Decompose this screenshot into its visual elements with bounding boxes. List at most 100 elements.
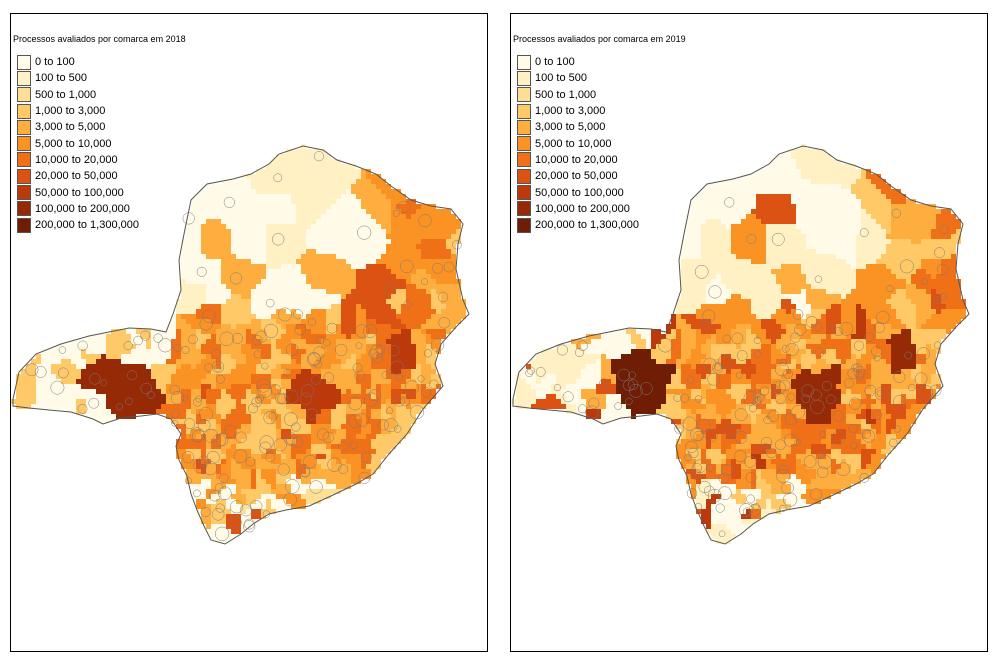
comarca-boundary: [229, 516, 242, 529]
comarca-boundary: [876, 389, 884, 397]
comarca-region: [826, 304, 841, 334]
comarca-boundary: [873, 354, 881, 362]
comarca-boundary: [735, 371, 743, 379]
comarca-region: [806, 369, 821, 384]
comarca-boundary: [239, 504, 253, 517]
comarca-boundary: [306, 408, 318, 420]
comarca-boundary: [852, 363, 863, 373]
legend-swatch: [17, 87, 31, 103]
legend-label: 0 to 100: [535, 56, 575, 69]
legend-item: 10,000 to 20,000: [17, 152, 139, 168]
state-outline: [12, 145, 470, 545]
comarca-region: [221, 254, 266, 299]
comarca-region: [656, 404, 686, 419]
comarca-region: [256, 394, 271, 404]
comarca-region: [881, 364, 891, 379]
legend-item: 200,000 to 1,300,000: [17, 217, 139, 233]
comarca-boundary: [724, 425, 737, 438]
comarca-region: [341, 354, 356, 369]
comarca-boundary: [204, 363, 213, 372]
comarca-region: [696, 479, 711, 494]
choropleth-map-2019: [511, 144, 970, 545]
comarca-boundary: [400, 396, 410, 407]
comarca-boundary: [775, 439, 786, 451]
comarca-region: [921, 309, 966, 334]
comarca-region: [376, 339, 386, 349]
comarca-region: [696, 459, 706, 474]
comarca-boundary: [181, 345, 190, 354]
comarca-region: [241, 454, 256, 469]
comarca-region: [306, 479, 336, 489]
comarca-boundary: [748, 404, 758, 413]
comarca-region: [741, 344, 751, 359]
comarca-boundary: [125, 397, 133, 405]
comarca-region: [771, 264, 806, 294]
comarca-boundary: [832, 410, 844, 422]
comarca-region: [286, 419, 311, 434]
comarca-region: [201, 384, 211, 399]
comarca-region: [116, 379, 131, 394]
comarca-region: [271, 264, 306, 294]
comarca-boundary: [588, 397, 600, 409]
comarca-boundary: [933, 341, 941, 349]
comarca-region: [786, 364, 801, 374]
comarca-region: [271, 384, 281, 399]
comarca-region: [821, 429, 836, 449]
comarca-region: [791, 309, 801, 324]
comarca-boundary: [553, 384, 561, 392]
comarca-boundary: [293, 309, 303, 320]
legend-item: 1,000 to 3,000: [517, 103, 639, 119]
comarca-region: [771, 344, 786, 364]
comarca-region: [701, 504, 711, 529]
comarca-region: [321, 429, 336, 449]
comarca-boundary: [311, 375, 321, 385]
comarca-boundary: [316, 428, 329, 441]
comarca-boundary: [417, 375, 425, 383]
legend-item: 3,000 to 5,000: [517, 119, 639, 135]
comarca-region: [281, 379, 291, 389]
comarca-region: [371, 319, 401, 339]
comarca-region: [301, 469, 316, 484]
comarca-boundary: [116, 403, 123, 411]
comarca-region: [771, 364, 786, 379]
comarca-region: [801, 309, 826, 329]
comarca-region: [551, 359, 581, 384]
comarca-region: [531, 394, 566, 409]
comarca-region: [106, 329, 136, 359]
comarca-region: [751, 399, 766, 409]
legend-item: 0 to 100: [17, 54, 139, 70]
comarca-region: [261, 444, 271, 449]
comarca-boundary: [193, 459, 207, 473]
comarca-boundary: [628, 371, 636, 379]
comarca-region: [436, 264, 451, 284]
comarca-region: [281, 289, 306, 304]
comarca-boundary: [809, 488, 823, 501]
comarca-boundary: [691, 463, 703, 474]
comarca-boundary: [355, 342, 363, 350]
comarca-boundary: [801, 394, 810, 403]
comarca-boundary: [791, 405, 806, 419]
comarca-region: [201, 504, 211, 529]
comarca-region: [176, 439, 201, 449]
comarca-boundary: [185, 477, 192, 485]
comarca-region: [711, 479, 726, 494]
comarca-boundary: [200, 507, 211, 518]
comarca-region: [366, 334, 376, 344]
comarca-region: [761, 389, 771, 399]
comarca-region: [11, 374, 36, 409]
comarca-region: [761, 469, 776, 489]
comarca-boundary: [206, 450, 220, 464]
comarca-boundary: [389, 360, 405, 375]
comarca-region: [776, 339, 791, 354]
comarca-boundary: [261, 362, 269, 370]
legend-label: 1,000 to 3,000: [35, 105, 106, 118]
comarca-region: [251, 414, 276, 429]
comarca-boundary: [785, 343, 799, 357]
comarca-region: [841, 294, 856, 339]
legend-label: 200,000 to 1,300,000: [535, 219, 639, 232]
comarca-boundary: [182, 212, 195, 225]
comarca-boundary: [352, 362, 363, 373]
comarca-region: [821, 389, 841, 409]
legend-label: 5,000 to 10,000: [35, 137, 112, 150]
comarca-region: [196, 364, 211, 379]
